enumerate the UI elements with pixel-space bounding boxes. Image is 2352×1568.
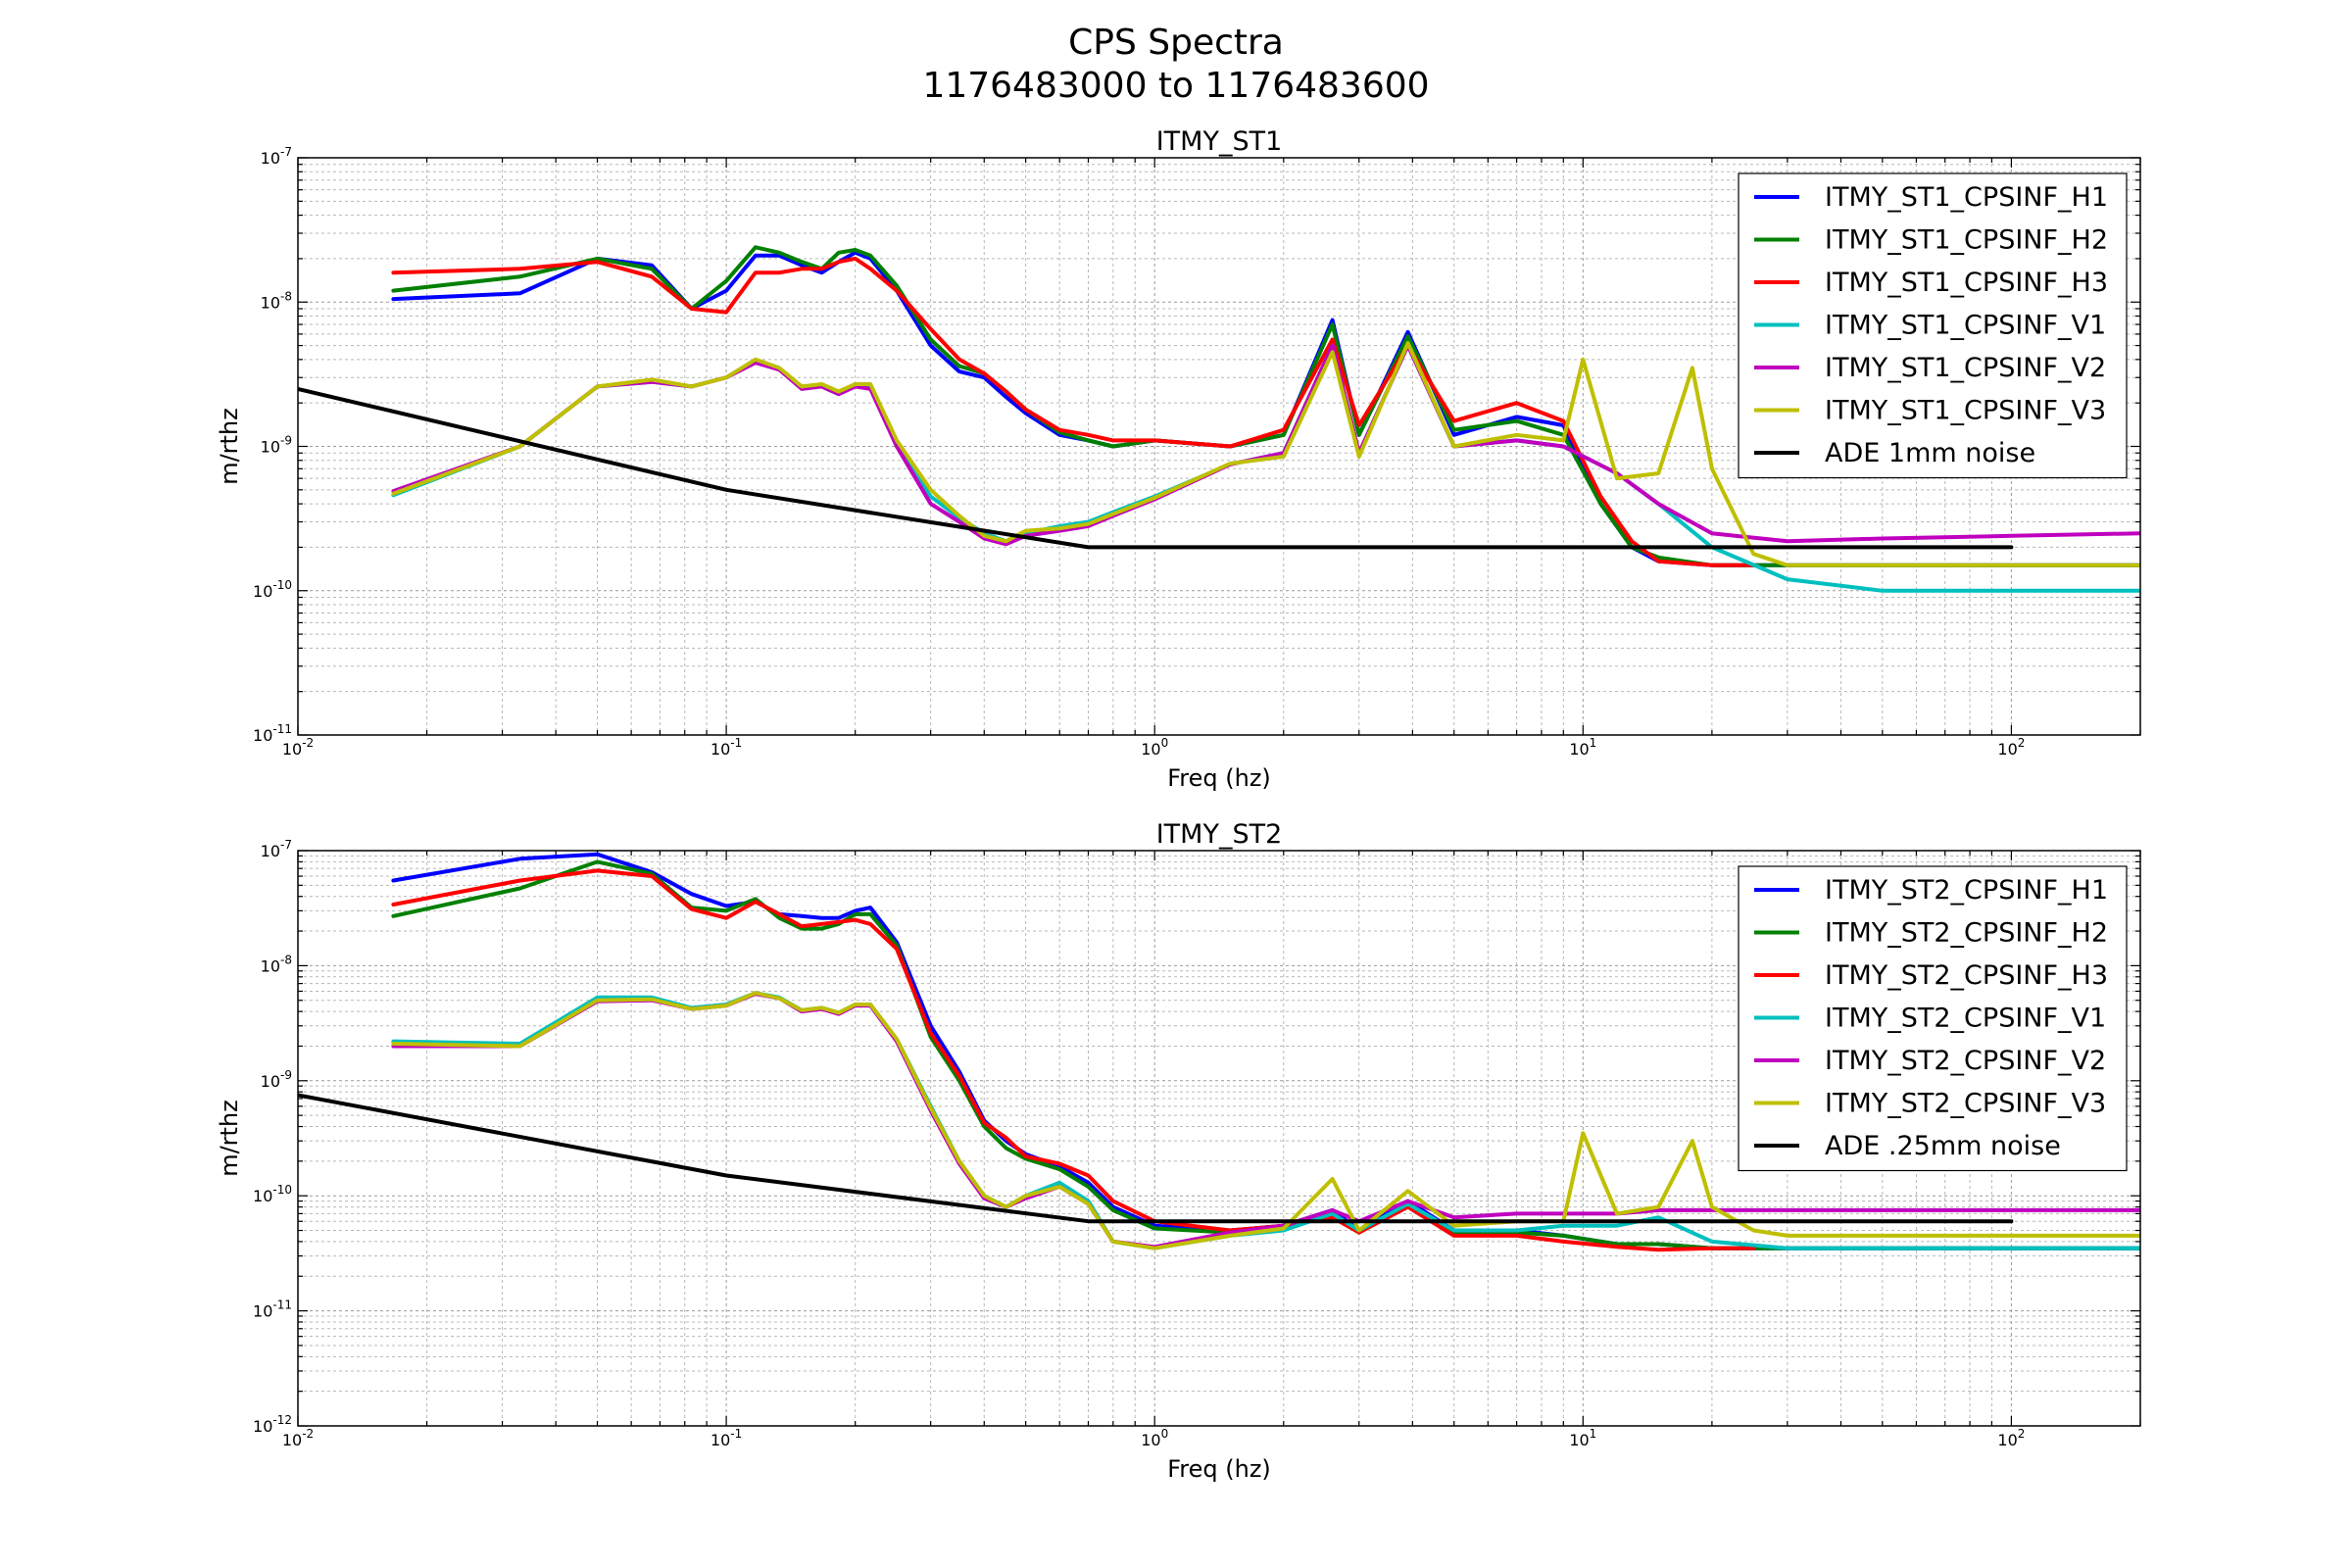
legend-label: ITMY_ST2_CPSINF_V3 [1825, 1089, 2106, 1119]
figure-title-line1: CPS Spectra [1068, 23, 1284, 63]
figure-title: CPS Spectra 1176483000 to 1176483600 [0, 22, 2352, 108]
plot-frame [297, 157, 2141, 736]
y-axis-label: m/rthz [216, 1100, 243, 1177]
legend-label: ITMY_ST2_CPSINF_H3 [1825, 960, 2108, 991]
legend-label: ITMY_ST1_CPSINF_V2 [1825, 353, 2106, 383]
figure-title-line2: 1176483000 to 1176483600 [922, 66, 1430, 106]
y-axis-label: m/rthz [216, 408, 243, 485]
series-lines [298, 245, 2140, 593]
legend-label: ITMY_ST1_CPSINF_H1 [1825, 182, 2108, 213]
legend-label: ITMY_ST1_CPSINF_H3 [1825, 268, 2108, 298]
series-line-itmy-st1-cpsinf-h3 [391, 256, 1756, 567]
legend-label: ITMY_ST1_CPSINF_V3 [1825, 396, 2106, 426]
legend-label: ADE 1mm noise [1825, 438, 2035, 468]
y-tick-label: 10-8 [261, 953, 292, 975]
y-tick-label: 10-8 [261, 289, 292, 312]
legend-label: ADE .25mm noise [1825, 1131, 2061, 1161]
legend-box [1738, 172, 2128, 479]
chart-1: 10-2 10-1 100 101 102 10-11 10-10 10-9 10-8 10-7 I… [216, 126, 2141, 792]
x-axis-label: Freq (hz) [1167, 1455, 1271, 1483]
y-tick-label: 10-7 [261, 838, 292, 860]
legend-label: ITMY_ST2_CPSINF_H1 [1825, 875, 2108, 906]
x-tick-label: 10-2 [282, 736, 314, 759]
x-tick-label: 102 [1997, 736, 2025, 759]
legend-label: ITMY_ST1_CPSINF_V1 [1825, 311, 2106, 341]
y-tick-label: 10-10 [253, 1183, 292, 1205]
x-axis-label: Freq (hz) [1167, 764, 1271, 792]
x-tick-label: 10-2 [282, 1427, 314, 1449]
chart-2: 10-2 10-1 100 101 102 10-12 10-11 10-10 10-9 10-8… [216, 819, 2141, 1483]
legend-label: ITMY_ST2_CPSINF_V1 [1825, 1004, 2106, 1034]
subplot-title: ITMY_ST2 [1156, 819, 1283, 850]
subplot-title: ITMY_ST1 [1156, 126, 1283, 157]
legend-label: ITMY_ST2_CPSINF_H2 [1825, 918, 2108, 949]
series-line-ade-25mm-noise [298, 1093, 2014, 1224]
legend-label: ITMY_ST2_CPSINF_V2 [1825, 1046, 2106, 1076]
x-tick-label: 10-1 [710, 1427, 742, 1449]
series-line-itmy-st2-cpsinf-h3 [391, 868, 1756, 1252]
series-line-itmy-st1-cpsinf-v2 [391, 343, 2140, 547]
x-tick-label: 101 [1569, 736, 1596, 759]
legend: ITMY_ST1_CPSINF_H1 ITMY_ST1_CPSINF_H2 ITMY… [1738, 172, 2128, 479]
y-tick-label: 10-11 [253, 722, 292, 745]
x-tick-label: 100 [1141, 1427, 1168, 1449]
y-tick-label: 10-10 [253, 578, 292, 601]
series-lines [298, 852, 2140, 1252]
x-tick-label: 100 [1141, 736, 1168, 759]
y-tick-label: 10-12 [253, 1413, 292, 1436]
series-line-itmy-st1-cpsinf-h2 [391, 245, 2140, 567]
x-tick-label: 101 [1569, 1427, 1596, 1449]
plot-frame [297, 850, 2141, 1427]
x-tick-label: 10-1 [710, 736, 742, 759]
legend: ITMY_ST2_CPSINF_H1 ITMY_ST2_CPSINF_H2 ITMY… [1738, 865, 2128, 1172]
series-line-ade-1mm-noise [298, 386, 2014, 550]
legend-label: ITMY_ST1_CPSINF_H2 [1825, 225, 2108, 256]
y-tick-label: 10-9 [261, 434, 292, 457]
y-tick-label: 10-7 [261, 145, 292, 168]
legend-box [1738, 865, 2128, 1172]
series-line-itmy-st2-cpsinf-v3 [391, 991, 2140, 1250]
y-tick-label: 10-11 [253, 1298, 292, 1321]
series-line-itmy-st1-cpsinf-v3 [391, 341, 2140, 567]
y-tick-label: 10-9 [261, 1068, 292, 1091]
x-tick-label: 102 [1997, 1427, 2025, 1449]
